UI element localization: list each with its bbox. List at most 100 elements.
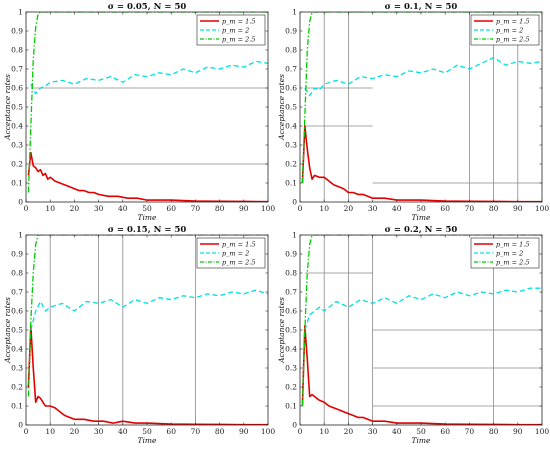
chart-panel: 0 10 20 30 40 50 60 70 80 90 100 0 0.1 0.2 0.3 0.4 0.5 0.…: [3, 2, 275, 222]
y-axis-label: Acceptance rates: [277, 297, 286, 364]
y-tick-label: 0.8: [285, 46, 297, 55]
series-line: [27, 12, 268, 193]
x-tick-label: 40: [392, 427, 402, 436]
legend-entry: p_m = 2: [496, 249, 523, 257]
y-tick-label: 0.8: [285, 269, 297, 278]
x-tick-label: 70: [465, 427, 475, 436]
y-tick-label: 0.7: [11, 288, 23, 297]
y-tick-label: 0.2: [11, 160, 23, 169]
series-group: [301, 235, 542, 425]
legend-entry: p_m = 2.5: [496, 35, 530, 43]
y-tick-label: 0: [292, 198, 297, 207]
x-tick-label: 60: [440, 427, 450, 436]
series-line: [301, 12, 542, 184]
legend: p_m = 1.5p_m = 2p_m = 2.5: [470, 237, 540, 269]
series-group: [27, 12, 268, 202]
y-tick-label: 0: [292, 421, 297, 430]
x-tick-label: 0: [298, 204, 303, 213]
x-tick-label: 80: [489, 204, 499, 213]
x-tick-label: 30: [94, 427, 104, 436]
y-tick-label: 0.3: [11, 141, 23, 150]
y-tick-label: 0.4: [285, 345, 297, 354]
y-tick-label: 0.2: [285, 160, 297, 169]
x-tick-label: 90: [513, 427, 523, 436]
legend-entry: p_m = 1.5: [222, 240, 256, 248]
y-tick-label: 0.7: [285, 288, 297, 297]
x-tick-label: 100: [261, 427, 276, 436]
series-line: [301, 325, 542, 425]
x-tick-label: 0: [298, 427, 303, 436]
y-tick-label: 0.7: [11, 65, 23, 74]
legend-entry: p_m = 2: [222, 26, 249, 34]
y-tick-label: 0.5: [11, 103, 23, 112]
series-line: [304, 287, 542, 331]
y-tick-label: 0.4: [11, 345, 23, 354]
x-tick-label: 20: [344, 427, 354, 436]
x-axis-label: Time: [412, 436, 432, 445]
y-tick-label: 1: [18, 231, 23, 240]
y-tick-label: 0.9: [285, 250, 297, 259]
legend-entry: p_m = 2: [222, 249, 249, 257]
x-tick-label: 90: [513, 204, 523, 213]
y-tick-label: 0.4: [285, 122, 297, 131]
y-tick-label: 0.7: [285, 65, 297, 74]
y-tick-label: 0.1: [11, 402, 23, 411]
chart-panel: 0 10 20 30 40 50 60 70 80 90 100 0 0.1 0.2 0.3 0.4 0.5 0.…: [277, 225, 549, 445]
series-line: [30, 60, 268, 95]
x-tick-label: 10: [45, 427, 55, 436]
y-tick-label: 0: [18, 421, 23, 430]
y-tick-label: 0.5: [11, 326, 23, 335]
series-line: [27, 151, 268, 202]
x-tick-label: 70: [465, 204, 475, 213]
legend-entry: p_m = 2: [496, 26, 523, 34]
x-tick-label: 10: [45, 204, 55, 213]
x-tick-label: 10: [319, 204, 329, 213]
chart-title: σ = 0.2, N = 50: [385, 225, 458, 235]
x-tick-label: 20: [344, 204, 354, 213]
chart-panel: 0 10 20 30 40 50 60 70 80 90 100 0 0.1 0.2 0.3 0.4 0.5 0.…: [3, 225, 275, 445]
y-tick-label: 0.3: [285, 141, 297, 150]
x-axis-label: Time: [138, 436, 158, 445]
x-tick-label: 60: [166, 427, 176, 436]
x-tick-label: 0: [24, 427, 29, 436]
chart-title: σ = 0.1, N = 50: [385, 2, 458, 12]
x-tick-label: 50: [416, 427, 426, 436]
y-tick-label: 0.8: [11, 269, 23, 278]
y-tick-label: 0.9: [11, 27, 23, 36]
legend: p_m = 1.5p_m = 2p_m = 2.5: [196, 14, 266, 46]
series-line: [30, 289, 268, 331]
y-axis-label: Acceptance rates: [277, 74, 286, 141]
legend: p_m = 1.5p_m = 2p_m = 2.5: [470, 14, 540, 46]
y-tick-label: 0: [18, 198, 23, 207]
x-tick-label: 30: [368, 204, 378, 213]
x-tick-label: 30: [94, 204, 104, 213]
y-tick-label: 0.5: [285, 103, 297, 112]
x-tick-label: 70: [191, 204, 201, 213]
y-tick-label: 0.9: [11, 250, 23, 259]
x-tick-label: 20: [70, 204, 80, 213]
x-tick-label: 100: [535, 204, 550, 213]
x-tick-label: 10: [319, 427, 329, 436]
y-tick-label: 0.5: [285, 326, 297, 335]
y-tick-label: 0.6: [285, 307, 297, 316]
series-line: [301, 125, 542, 202]
chart-title: σ = 0.05, N = 50: [108, 2, 187, 12]
x-tick-label: 20: [70, 427, 80, 436]
y-tick-label: 0.6: [11, 84, 23, 93]
series-group: [301, 12, 542, 202]
legend-entry: p_m = 1.5: [496, 240, 530, 248]
y-tick-label: 0.1: [11, 179, 23, 188]
x-axis-label: Time: [138, 213, 158, 222]
x-tick-label: 50: [416, 204, 426, 213]
x-tick-label: 70: [191, 427, 201, 436]
y-tick-label: 1: [18, 8, 23, 17]
x-tick-label: 40: [118, 204, 128, 213]
legend-entry: p_m = 2.5: [222, 35, 256, 43]
series-line: [304, 56, 542, 97]
chart-title: σ = 0.15, N = 50: [108, 225, 187, 235]
y-tick-label: 0.1: [285, 179, 297, 188]
series-line: [27, 235, 268, 397]
y-tick-label: 0.2: [285, 383, 297, 392]
y-tick-label: 0.3: [285, 364, 297, 373]
x-tick-label: 40: [118, 427, 128, 436]
